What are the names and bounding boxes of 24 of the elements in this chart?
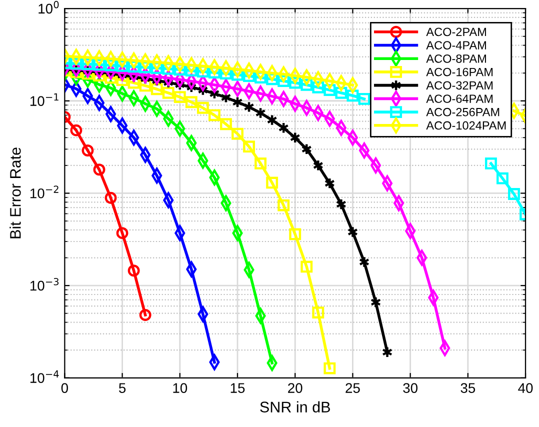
- x-tick-label: 30: [403, 383, 418, 393]
- x-tick-label: 40: [518, 383, 533, 393]
- legend-label: ACO-16PAM: [426, 68, 493, 76]
- legend-label: ACO-1024PAM: [426, 121, 506, 130]
- x-tick-label: 10: [173, 383, 188, 393]
- legend-label: ACO-2PAM: [426, 28, 486, 36]
- legend-label: ACO-8PAM: [426, 54, 486, 63]
- y-tick-label: 10$^{−4}$: [30, 370, 59, 383]
- x-tick-label: 15: [230, 383, 245, 393]
- x-tick-label: 0: [61, 383, 68, 393]
- x-tick-label: 25: [346, 383, 360, 393]
- legend-label: ACO-64PAM: [426, 94, 493, 103]
- y-tick-label: 10$^{−2}$: [30, 186, 58, 198]
- legend-label: ACO-256PAM: [426, 108, 500, 116]
- x-tick-label: 5: [118, 383, 126, 393]
- y-tick-label: 10$^{−1}$: [30, 93, 58, 106]
- y-tick-label: 10$^{0}$: [38, 0, 59, 14]
- y-tick-label: 10$^{−3}$: [30, 278, 59, 291]
- legend-label: ACO-32PAM: [426, 81, 493, 90]
- x-axis-title: SNR in dB: [260, 401, 330, 412]
- y-axis-title: Bit Error Rate: [10, 148, 21, 238]
- x-tick-label: 20: [288, 383, 302, 393]
- x-tick-label: 35: [460, 383, 476, 393]
- legend-label: ACO-4PAM: [426, 41, 486, 50]
